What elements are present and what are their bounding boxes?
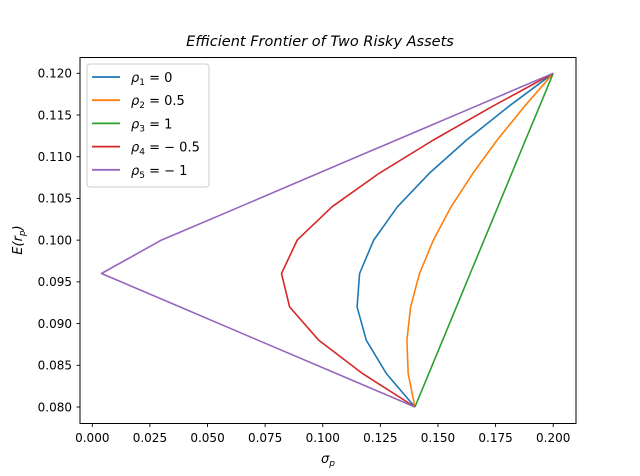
y-tick-label: 0.115: [38, 108, 72, 122]
legend-label: ρ4 = − 0.5: [131, 141, 200, 158]
x-tick-label: 0.175: [478, 431, 512, 445]
y-axis-ticks: 0.080 0.085 0.090 0.095 0.100 0.105 0.110 0.115…: [38, 67, 80, 414]
y-tick-label: 0.080: [38, 400, 72, 414]
series-line-3: [414, 72, 554, 408]
y-tick-label: 0.110: [38, 150, 72, 164]
x-tick-label: 0.150: [421, 431, 455, 445]
series-line-2: [406, 72, 554, 408]
series-lines: [100, 72, 554, 408]
x-tick-label: 0.125: [363, 431, 397, 445]
x-tick-label: 0.000: [75, 431, 109, 445]
series-line-4: [280, 72, 554, 408]
legend: ρ1 = 0 ρ2 = 0.5 ρ3 = 1 ρ4 = − 0.5 ρ5 = − 1: [86, 63, 210, 188]
series-line-1: [356, 72, 554, 408]
x-axis-label: σp: [321, 452, 335, 469]
y-tick-label: 0.095: [38, 275, 72, 289]
chart-title: Efficient Frontier of Two Risky Assets: [186, 34, 454, 50]
y-tick-label: 0.085: [38, 359, 72, 373]
x-tick-label: 0.050: [190, 431, 224, 445]
y-tick-label: 0.090: [38, 317, 72, 331]
series-line-5: [100, 72, 554, 408]
legend-label: ρ5 = − 1: [131, 164, 187, 181]
x-tick-label: 0.025: [133, 431, 167, 445]
legend-label: ρ2 = 0.5: [131, 94, 185, 111]
x-tick-label: 0.075: [248, 431, 282, 445]
x-axis-ticks: 0.000 0.025 0.050 0.075 0.100 0.125 0.150 0.175…: [75, 423, 570, 445]
y-tick-label: 0.120: [38, 67, 72, 81]
y-tick-label: 0.105: [38, 192, 72, 206]
x-tick-label: 0.100: [306, 431, 340, 445]
y-tick-label: 0.100: [38, 233, 72, 247]
legend-label: ρ3 = 1: [131, 117, 172, 134]
y-axis-label: E(rp): [11, 225, 28, 254]
x-tick-label: 0.200: [536, 431, 570, 445]
legend-label: ρ1 = 0: [131, 71, 172, 88]
